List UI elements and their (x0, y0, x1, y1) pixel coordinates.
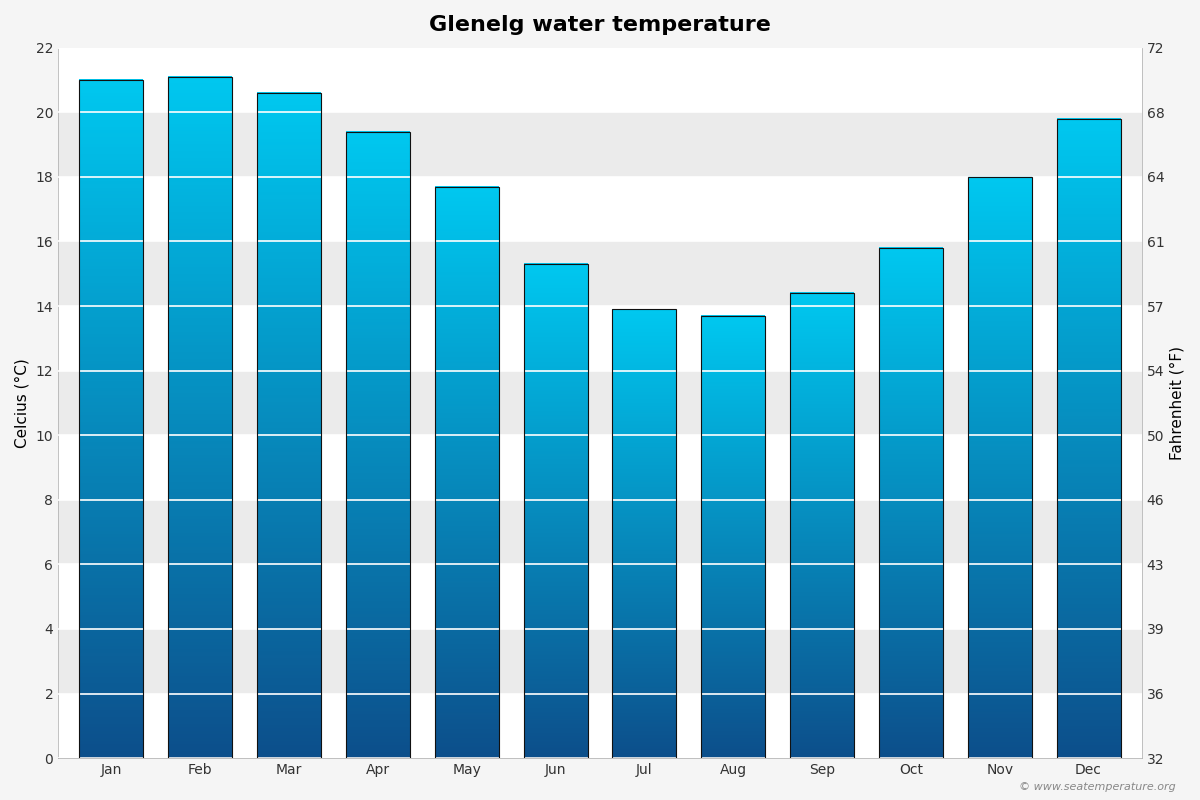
Bar (1056, 118, 1121, 758)
Bar (58, 112, 1142, 177)
Bar (701, 316, 766, 758)
Title: Glenelg water temperature: Glenelg water temperature (430, 15, 770, 35)
Bar (58, 370, 1142, 435)
Bar (58, 242, 1142, 306)
Bar (58, 629, 1142, 694)
Bar (790, 293, 854, 758)
Y-axis label: Fahrenheit (°F): Fahrenheit (°F) (1170, 346, 1186, 460)
Bar (612, 310, 677, 758)
Bar (878, 248, 943, 758)
Bar (967, 177, 1032, 758)
Bar (523, 264, 588, 758)
Y-axis label: Celcius (°C): Celcius (°C) (14, 358, 30, 448)
Bar (168, 77, 233, 758)
Bar (58, 500, 1142, 564)
Text: © www.seatemperature.org: © www.seatemperature.org (1019, 782, 1176, 792)
Bar (79, 80, 144, 758)
Bar (346, 132, 410, 758)
Bar (434, 186, 499, 758)
Bar (257, 93, 322, 758)
